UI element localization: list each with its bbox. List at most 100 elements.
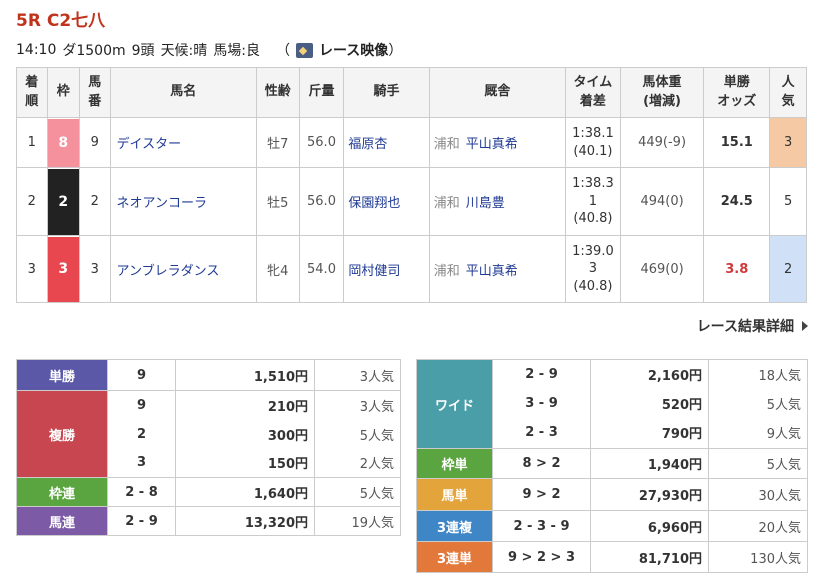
payout-popularity: 130人気 (708, 541, 808, 573)
payout-type-sanrenpuku: 3連複 (416, 510, 493, 542)
popularity: 3 (769, 117, 807, 168)
header-num: 馬番 (79, 67, 111, 118)
payout-popularity: 20人気 (708, 510, 808, 542)
detail-link-label[interactable]: レース結果詳細 (696, 319, 794, 335)
jockey-link[interactable]: 岡村健司 (343, 235, 430, 303)
payout-amount: 1,510円 (175, 359, 315, 391)
payout-popularity: 5人気 (314, 477, 401, 507)
payout-combination: 2 - 9 (107, 506, 176, 536)
horse-number: 2 (79, 167, 111, 236)
rank: 3 (16, 235, 48, 303)
jockey-link[interactable]: 福原杏 (343, 117, 430, 168)
stable: 浦和 平山真希 (428, 117, 566, 168)
race-info: 14:10 ダ1500m 9頭 天候:晴 馬場:良 （ レース映像 ） (16, 40, 402, 60)
payout-row: ワイド 2 - 9 2,160円 18人気 (416, 359, 808, 449)
payout-row: 枠連 2 - 8 1,640円 5人気 (16, 477, 401, 507)
chevron-right-icon (802, 321, 808, 331)
payout-row: 馬単 9 > 2 27,930円 30人気 (416, 478, 808, 511)
race-course: ダ1500m (62, 43, 126, 59)
payout-popularity: 5人気 (314, 419, 401, 449)
payout-amount: 6,960円 (590, 510, 709, 542)
payout-amount: 1,640円 (175, 477, 315, 507)
payout-type-wakutan: 枠単 (416, 448, 493, 479)
payout-amount: 790円 (590, 417, 709, 449)
horse-name-link[interactable]: デイスター (109, 117, 257, 168)
payout-popularity: 19人気 (314, 506, 401, 536)
video-paren-open: （ (276, 43, 290, 59)
payout-popularity: 30人気 (708, 478, 808, 511)
payout-amount: 150円 (175, 448, 315, 478)
payout-combination: 2 - 3 - 9 (492, 510, 591, 542)
payout-amount: 210円 (175, 390, 315, 420)
race-track: 馬場:良 (213, 43, 260, 59)
body-weight: 449(-9) (619, 117, 705, 168)
time-margin: 1:38.3 1 (40.8) (564, 167, 621, 236)
payout-row: 3 150円 2人気 (17, 448, 401, 478)
video-label[interactable]: レース映像 (319, 43, 389, 59)
horse-name-link[interactable]: アンブレラダンス (109, 235, 257, 303)
stable-location: 浦和 (433, 196, 460, 211)
payout-popularity: 3人気 (314, 359, 401, 391)
horse-name-link[interactable]: ネオアンコーラ (109, 167, 257, 236)
payout-combination: 9 (107, 390, 176, 420)
win-odds: 3.8 (703, 235, 771, 303)
payout-row: 2 300円 5人気 (17, 419, 401, 449)
trainer-link[interactable]: 平山真希 (465, 137, 518, 152)
payout-type-sanrentan: 3連単 (416, 541, 493, 573)
race-video-link[interactable]: （ レース映像 ） (276, 40, 402, 60)
payout-type-wakuren: 枠連 (16, 477, 108, 507)
jockey-link[interactable]: 保園翔也 (343, 167, 430, 236)
time-margin: 1:38.1 (40.1) (564, 117, 621, 168)
header-time: タイム 着差 (564, 67, 621, 118)
payout-combination: 3 (107, 448, 176, 478)
trainer-link[interactable]: 平山真希 (465, 263, 518, 279)
waku-badge: 3 (47, 236, 80, 302)
race-weather: 天候:晴 (160, 43, 208, 59)
header-jockey: 騎手 (343, 67, 430, 118)
table-row: 2 2 2 ネオアンコーラ 牡5 56.0 保園翔也 浦和 川島豊 1:38.3 1… (16, 167, 807, 236)
payout-row: 単勝 9 1,510円 3人気 (16, 359, 401, 391)
waku-badge: 2 (47, 168, 80, 235)
payout-combination: 2 (107, 419, 176, 449)
race-result-detail-link[interactable]: レース結果詳細 (697, 316, 808, 336)
waku-cell: 3 (46, 235, 81, 303)
header-waku: 枠 (46, 67, 81, 118)
payout-type-wide: ワイド (416, 359, 493, 449)
stable-location: 浦和 (433, 263, 460, 279)
body-weight: 494(0) (619, 167, 705, 236)
horse-number: 9 (79, 117, 111, 168)
popularity: 2 (769, 235, 807, 303)
sex-age: 牡7 (255, 117, 300, 168)
payout-type-fukusho: 複勝 (16, 390, 108, 478)
header-sexage: 性齢 (255, 67, 300, 118)
waku-cell: 8 (46, 117, 81, 168)
header-stable: 厩舎 (428, 67, 566, 118)
stable-location: 浦和 (433, 137, 460, 152)
payout-popularity: 9人気 (708, 417, 808, 449)
waku-badge: 8 (47, 118, 80, 167)
trainer-link[interactable]: 川島豊 (465, 196, 505, 211)
payout-row: 枠単 8 > 2 1,940円 5人気 (416, 448, 808, 479)
payout-combination: 3 - 9 (492, 388, 591, 418)
payout-type-umaren: 馬連 (16, 506, 108, 536)
payout-row: 3 - 9 520円 5人気 (417, 388, 808, 418)
payout-popularity: 2人気 (314, 448, 401, 478)
horse-number: 3 (79, 235, 111, 303)
payout-amount: 2,160円 (590, 359, 709, 389)
payout-amount: 27,930円 (590, 478, 709, 511)
payout-row: 3連複 2 - 3 - 9 6,960円 20人気 (416, 510, 808, 542)
carried-weight: 54.0 (298, 235, 345, 303)
carried-weight: 56.0 (298, 117, 345, 168)
header-weight: 斤量 (298, 67, 345, 118)
payout-popularity: 18人気 (708, 359, 808, 389)
win-odds: 24.5 (703, 167, 771, 236)
stable: 浦和 平山真希 (428, 235, 566, 303)
race-heads: 9頭 (131, 43, 155, 59)
sex-age: 牝4 (255, 235, 300, 303)
waku-cell: 2 (46, 167, 81, 236)
rank: 1 (16, 117, 48, 168)
payout-combination: 2 - 9 (492, 359, 591, 389)
payout-combination: 9 > 2 > 3 (492, 541, 591, 573)
payout-amount: 520円 (590, 388, 709, 418)
video-icon (296, 42, 313, 58)
